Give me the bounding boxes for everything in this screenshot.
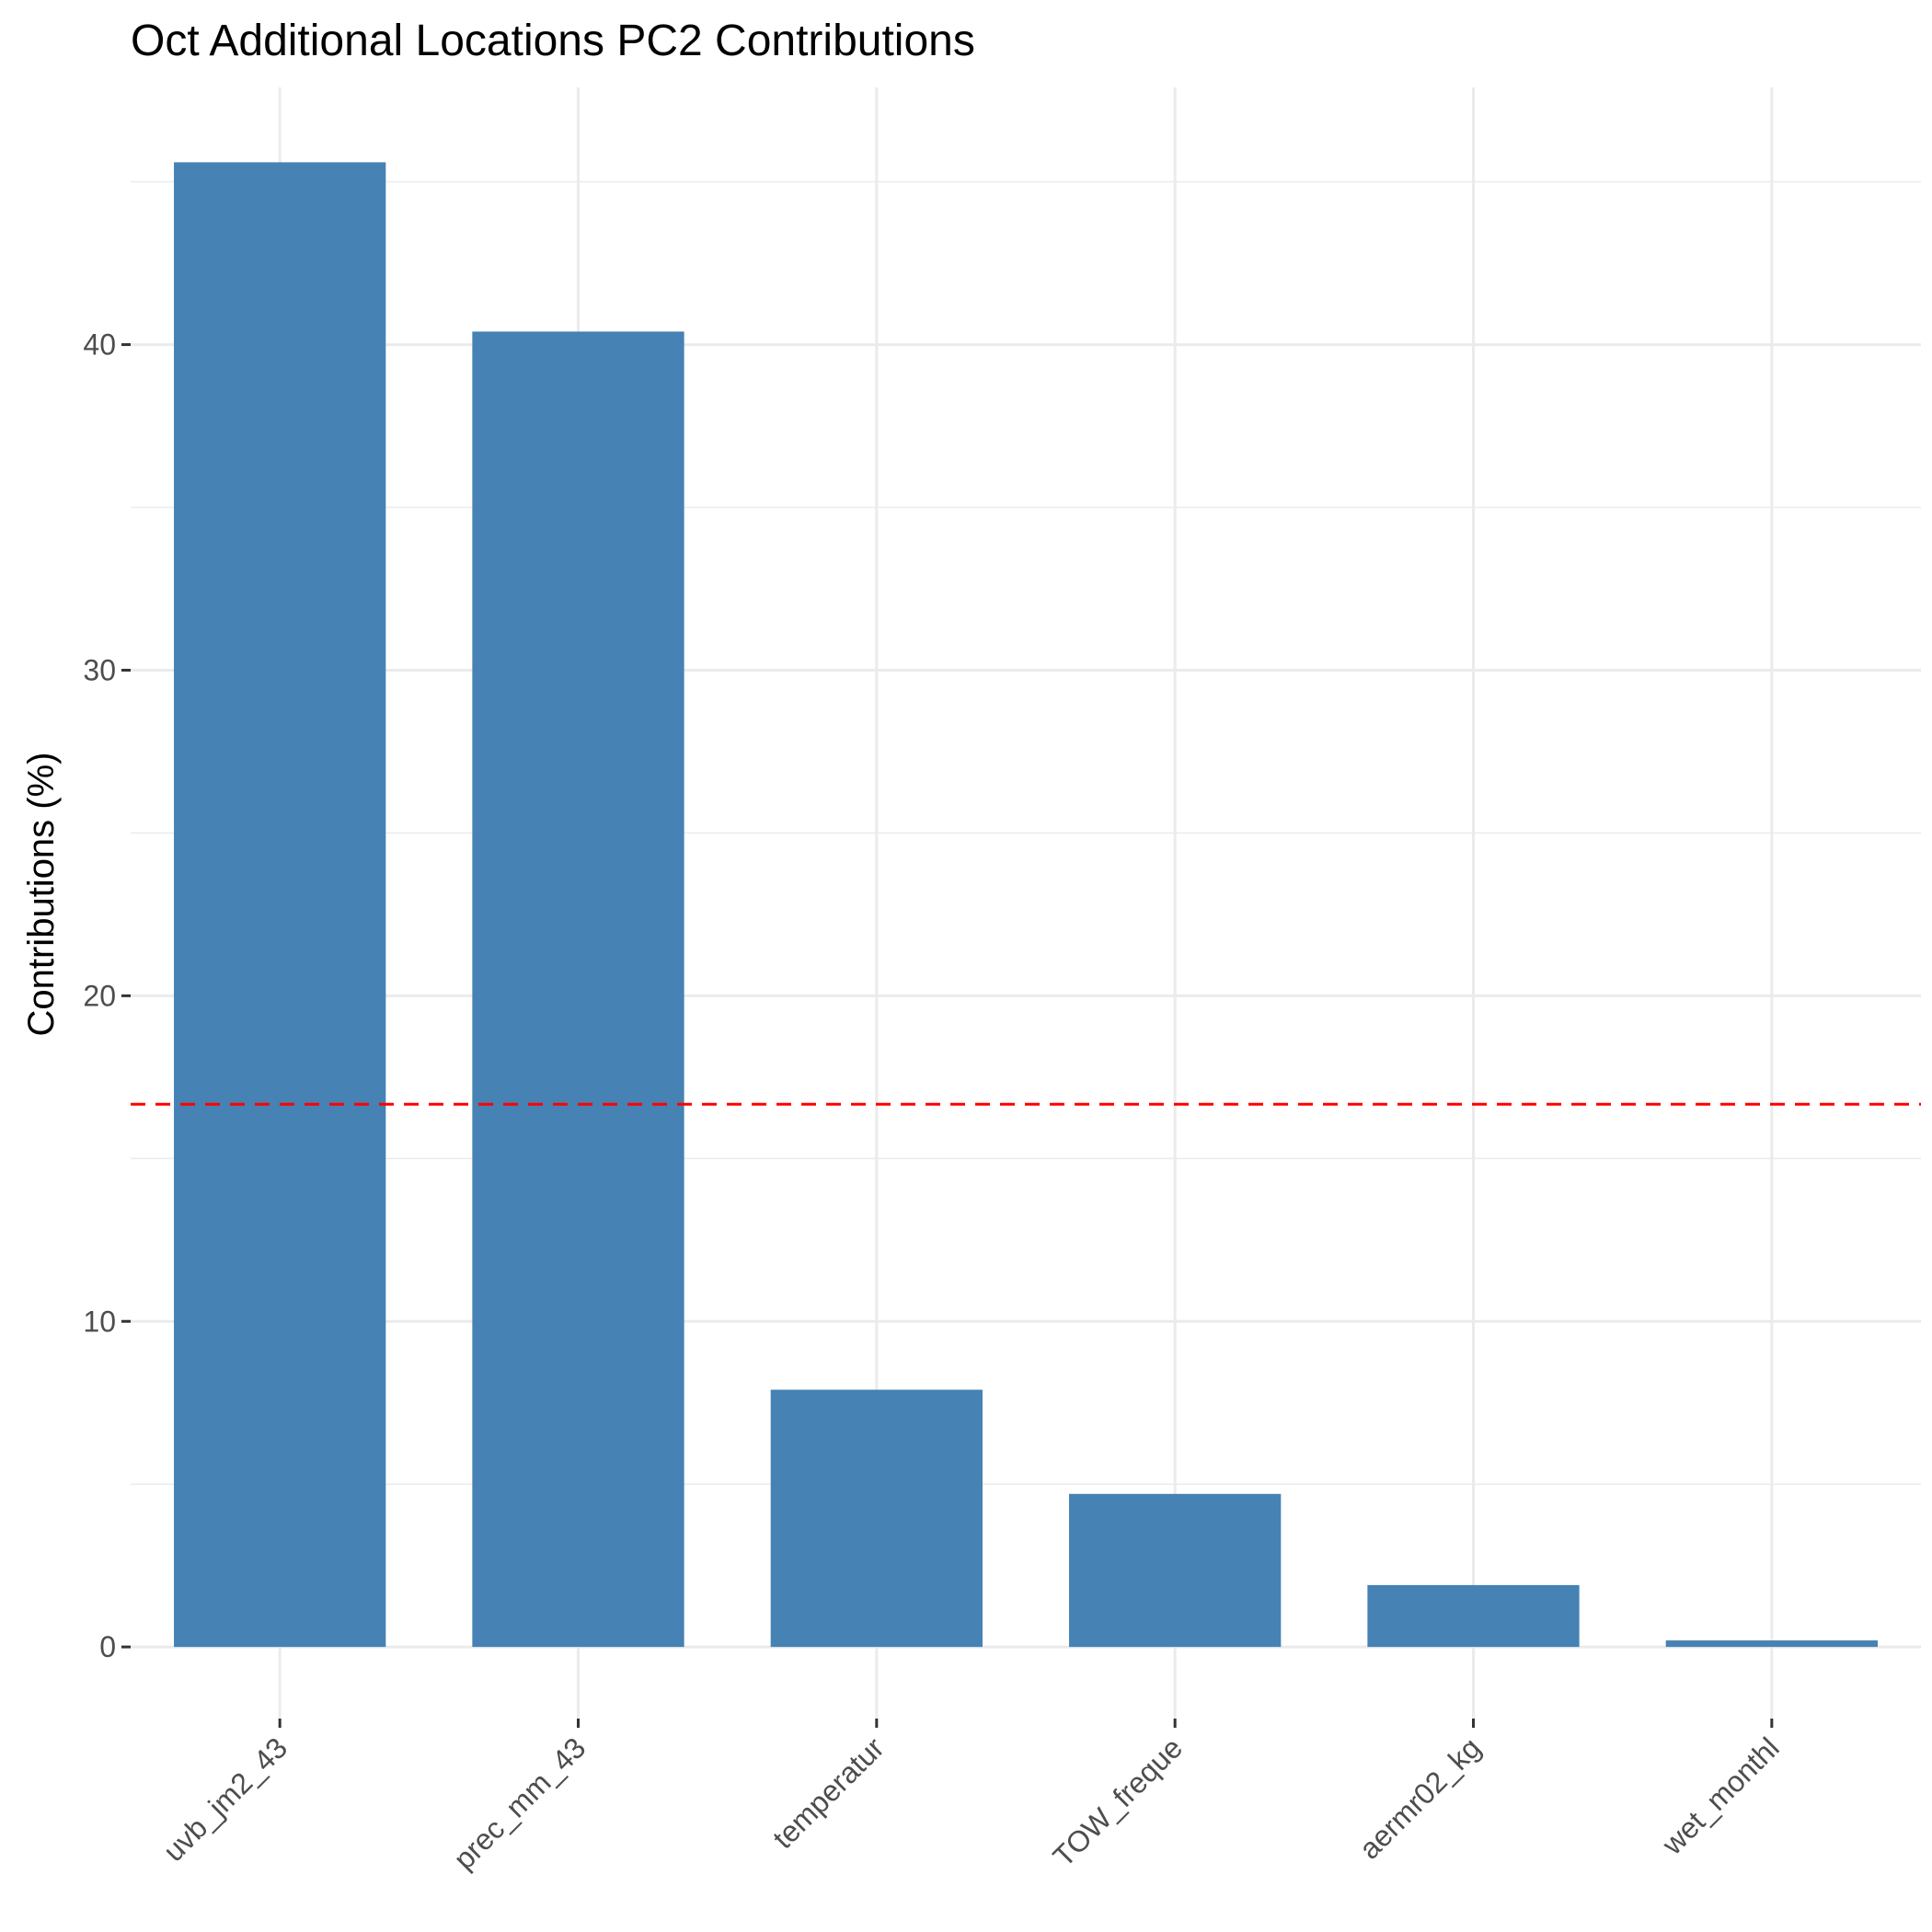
y-tick-label: 40 xyxy=(83,328,116,362)
bar xyxy=(174,162,386,1648)
x-tick-label: prec_mm_43 xyxy=(447,1731,592,1876)
x-tick-label: temperatur xyxy=(766,1731,891,1855)
x-tick-label: wet_monthl xyxy=(1655,1731,1786,1861)
y-tick-label: 30 xyxy=(83,653,116,686)
bars xyxy=(174,162,1878,1648)
y-tick-label: 0 xyxy=(99,1630,116,1663)
bar xyxy=(1069,1493,1282,1648)
y-tick-label: 10 xyxy=(83,1305,116,1338)
bar xyxy=(1665,1640,1878,1648)
y-axis-label: Contributions (%) xyxy=(21,752,62,1036)
bar xyxy=(770,1389,983,1648)
bar xyxy=(472,331,684,1648)
chart-title: Oct Additional Locations PC2 Contributio… xyxy=(131,17,975,65)
y-tick-label: 20 xyxy=(83,979,116,1012)
bar xyxy=(1367,1584,1580,1648)
x-tick-label: aermr02_kg xyxy=(1352,1731,1487,1865)
grid-lines xyxy=(131,87,1921,1719)
x-tick-label: uvb_jm2_43 xyxy=(156,1731,293,1868)
x-tick-label: TOW_freque xyxy=(1047,1731,1190,1873)
